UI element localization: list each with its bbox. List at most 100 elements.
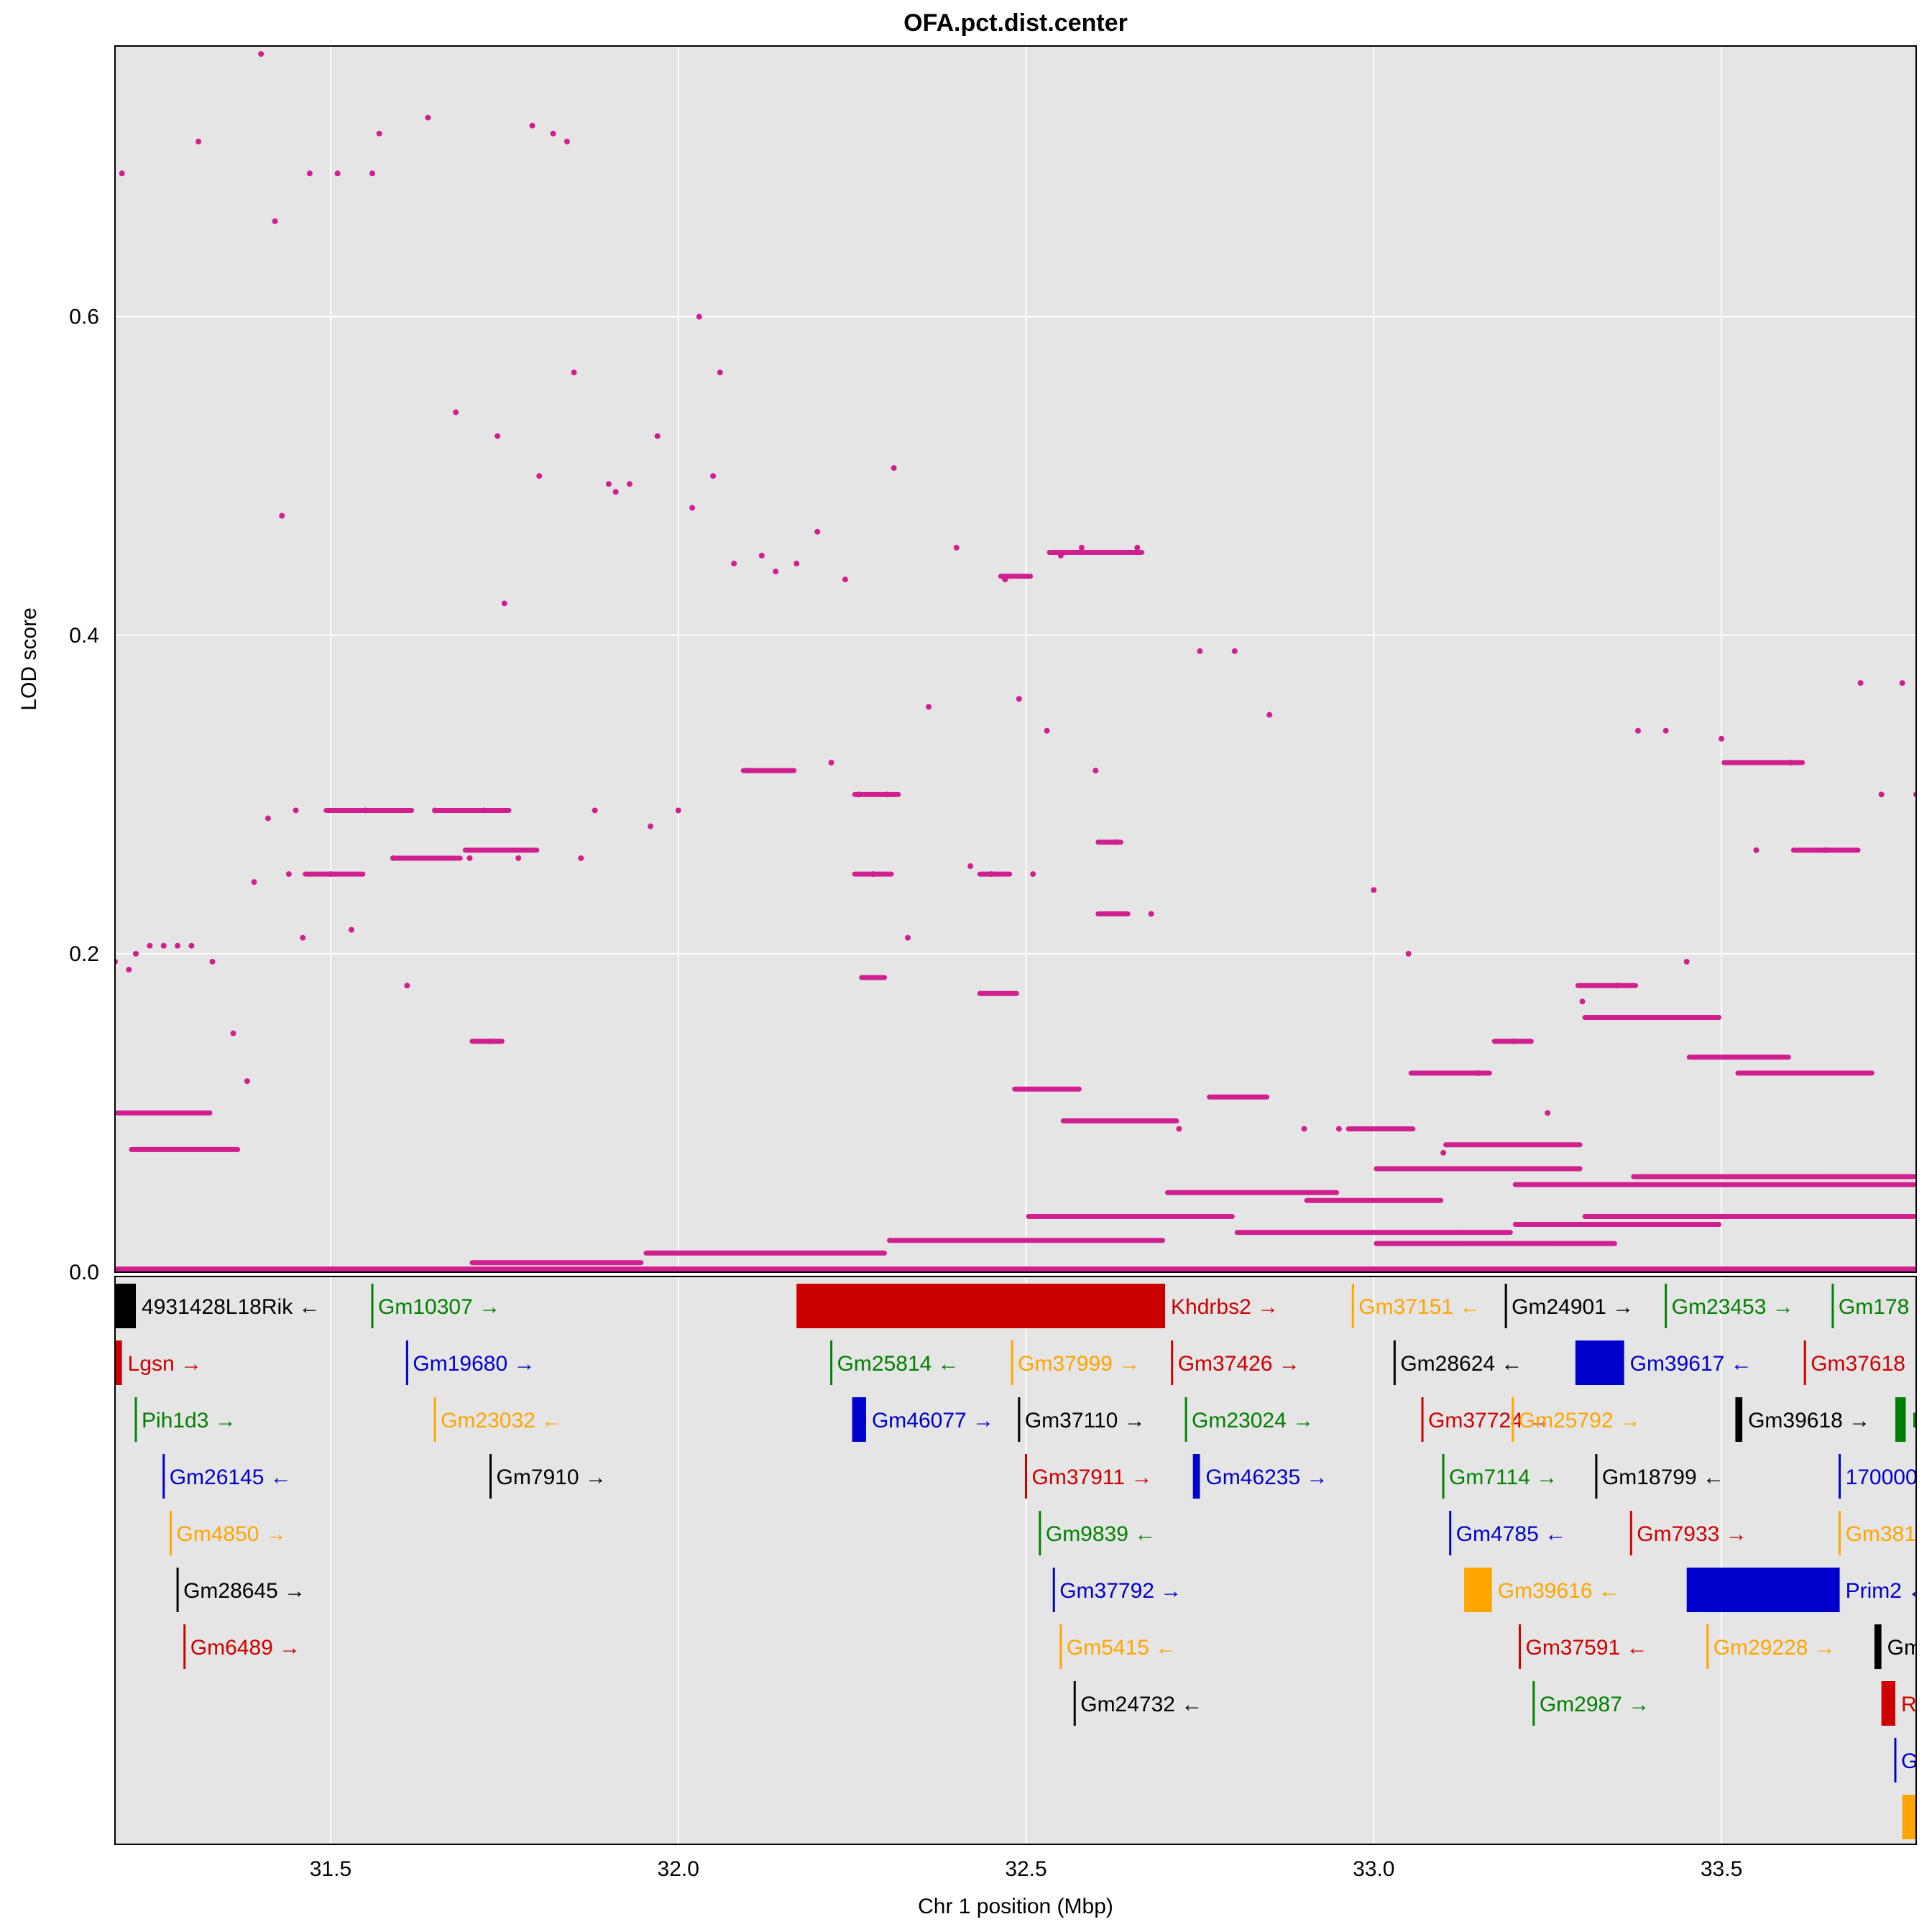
lod-band	[1735, 1070, 1874, 1076]
gene-label: Gm37724 →	[1428, 1409, 1550, 1432]
gene-label: 4931428L18Rik ←	[142, 1295, 321, 1319]
lod-band	[435, 807, 512, 813]
lod-point	[188, 942, 195, 949]
lod-band	[1686, 1054, 1791, 1060]
lod-point	[285, 871, 292, 878]
lod-band	[1512, 1182, 1916, 1187]
lod-point	[369, 170, 375, 177]
gene-bar	[1464, 1568, 1492, 1612]
lod-point	[1078, 544, 1085, 551]
lod-point	[1266, 712, 1273, 718]
gene-label: Gm7933 →	[1637, 1522, 1747, 1546]
gene-bar	[852, 1397, 866, 1442]
lod-point	[348, 926, 354, 933]
y-tick-label: 0.6	[69, 305, 99, 329]
lod-point	[696, 313, 702, 320]
lod-point	[300, 934, 306, 941]
x-tick-label: 31.5	[310, 1857, 351, 1881]
gene-label: Gm4850 →	[176, 1522, 286, 1546]
lod-band	[469, 1039, 505, 1044]
gene-label: Gm37999 →	[1018, 1352, 1140, 1376]
lod-point	[1371, 887, 1377, 893]
y-axis-label: LOD score	[17, 607, 41, 710]
lod-point	[209, 958, 216, 965]
x-tick-label: 33.0	[1353, 1857, 1394, 1881]
lod-point	[376, 130, 382, 137]
lod-band	[1582, 1213, 1916, 1219]
gene-label: Gm23032 ←	[441, 1409, 563, 1432]
lod-point	[1113, 839, 1120, 845]
gene-label: Prim2 ←	[1846, 1579, 1930, 1603]
lod-point	[967, 863, 974, 870]
lod-point	[230, 1030, 236, 1036]
lod-point	[529, 122, 535, 129]
lod-point	[1197, 648, 1203, 654]
gene-label: Gm39618 →	[1748, 1409, 1870, 1432]
gene-label: Gm	[1887, 1636, 1922, 1660]
lod-point	[1002, 576, 1008, 583]
gene-label: Gm37151 ←	[1358, 1295, 1481, 1319]
lod-point	[334, 170, 341, 177]
gene-label: Gm39617 ←	[1630, 1352, 1752, 1376]
lod-point	[745, 768, 751, 774]
gene-label: Gm46077 →	[872, 1409, 994, 1432]
gene-bar	[115, 1284, 137, 1328]
gene-label: Gm19680 →	[413, 1352, 535, 1376]
lod-band	[1721, 760, 1806, 765]
lod-point	[1788, 760, 1794, 766]
lod-point	[279, 512, 285, 519]
lod-band	[303, 871, 366, 877]
lod-point	[731, 561, 737, 567]
gene-label: Gm37426 →	[1178, 1352, 1300, 1376]
lod-panel-border	[114, 45, 1917, 1273]
lod-point	[654, 433, 661, 439]
gene-label: 170000	[1846, 1466, 1918, 1489]
lod-point	[842, 576, 848, 583]
gene-label: Gm6489 →	[190, 1636, 300, 1660]
lod-band	[1304, 1197, 1444, 1203]
lod-point	[814, 528, 821, 535]
lod-point	[884, 791, 890, 798]
y-axis: 0.0 0.2 0.4 0.6	[69, 305, 99, 1284]
lod-point	[1335, 1126, 1342, 1132]
lod-panel	[115, 46, 1916, 1272]
lod-band	[1512, 1222, 1722, 1228]
lod-point	[926, 704, 932, 710]
lod-point	[133, 950, 139, 957]
lod-point	[390, 855, 397, 861]
gene-label: Gm28645 →	[183, 1579, 305, 1603]
lod-point	[251, 879, 257, 886]
lod-point	[773, 569, 779, 575]
gene-bar	[1902, 1795, 1916, 1839]
lod-point	[578, 855, 584, 861]
gene-label: E	[1911, 1409, 1926, 1432]
lod-point	[627, 481, 632, 487]
lod-band	[1234, 1230, 1513, 1236]
lod-point	[244, 1078, 250, 1085]
lod-band	[1046, 550, 1144, 556]
gene-label: Gm10307 →	[378, 1295, 500, 1319]
gene-label: Ra	[1901, 1693, 1929, 1716]
lod-point	[494, 433, 501, 439]
lod-band	[1443, 1142, 1583, 1148]
gene-label: Gm25792 →	[1519, 1409, 1641, 1432]
gene-label: Gm28624 ←	[1400, 1352, 1522, 1376]
gene-marks: 4931428L18Rik ← Gm10307 → Khdrbs2 → Gm37151…	[115, 1284, 1930, 1839]
lod-point	[1753, 847, 1760, 853]
x-axis-label: Chr 1 position (Mbp)	[918, 1895, 1113, 1918]
lod-point	[648, 823, 654, 829]
lod-point	[1614, 983, 1620, 989]
lod-point	[856, 791, 862, 798]
lod-point	[258, 51, 264, 58]
lod-point	[1634, 727, 1641, 734]
gene-label: Gm9839 ←	[1046, 1522, 1156, 1546]
lod-point	[515, 855, 522, 861]
gene-bar	[1735, 1397, 1743, 1442]
gene-label: Gm26145 ←	[170, 1466, 292, 1489]
x-tick-label: 32.5	[1005, 1857, 1046, 1881]
gene-label: Gm18799 ←	[1602, 1466, 1724, 1489]
lod-point	[487, 1038, 494, 1044]
lod-band	[1346, 1126, 1416, 1132]
lod-point	[612, 489, 619, 495]
lod-band	[977, 990, 1019, 996]
